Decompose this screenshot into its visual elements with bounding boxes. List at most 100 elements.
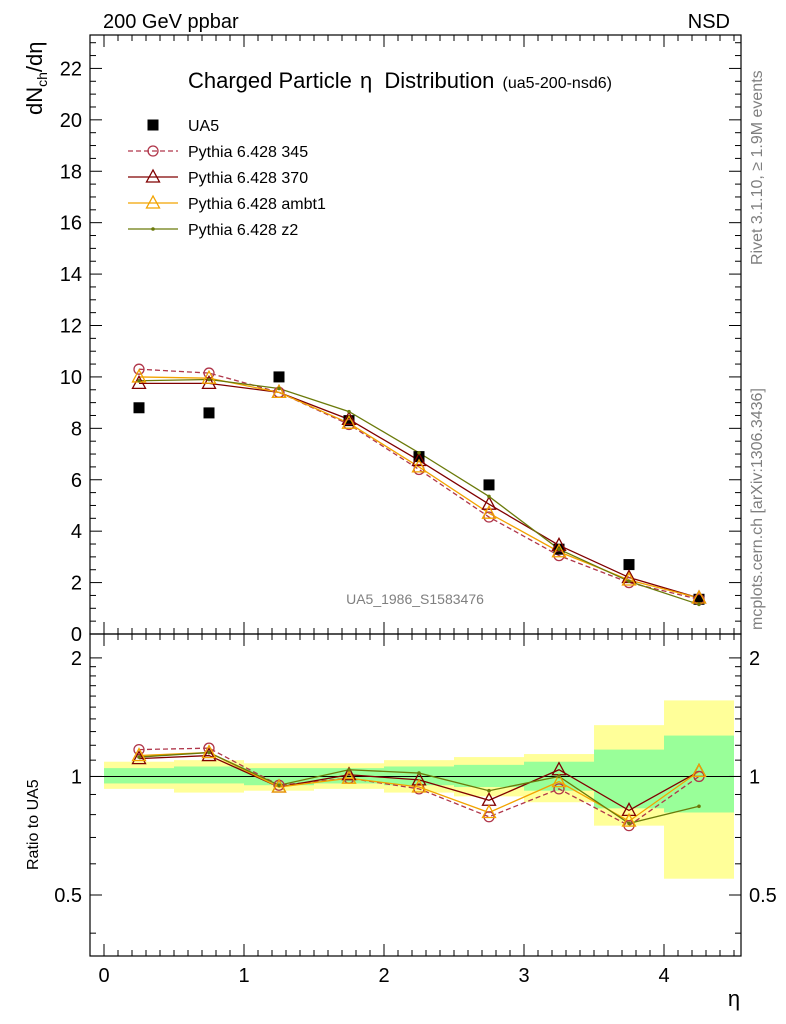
ratio-point-pythia-6-428-z2-5 — [487, 788, 491, 793]
ratio-point-pythia-6-428-ambt1-2 — [271, 778, 287, 793]
data-point-ua5-2 — [273, 371, 285, 383]
x-axis-label: η — [728, 986, 740, 1011]
data-point-pythia-6-428-z2-7 — [627, 579, 631, 584]
data-point-ua5-8 — [693, 593, 705, 605]
ratio-point-pythia-6-428-370-3 — [341, 766, 357, 781]
ratio-point-pythia-6-428-ambt1-4 — [411, 778, 427, 793]
series-line-pythia-6-428-370 — [139, 382, 700, 599]
data-point-pythia-6-428-370-4 — [411, 452, 427, 467]
ratio-axes: 0.5 0.5 1 1 2 2 0 1 2 3 4 — [54, 634, 777, 987]
ratio-series-markers — [131, 742, 707, 832]
legend-label-pythia-6-428-z2: Pythia 6.428 z2 — [188, 222, 298, 239]
ratio-point-pythia-6-428-345-5 — [483, 811, 495, 823]
ratio-point-pythia-6-428-z2-3 — [347, 767, 351, 772]
ratio-point-pythia-6-428-345-6 — [553, 783, 565, 795]
ratio-plot-frame — [89, 633, 742, 957]
x-tick-label: 3 — [518, 965, 529, 987]
y-axis-label-main: dNch/dη — [22, 41, 50, 115]
series-line-pythia-6-428-ambt1 — [138, 376, 700, 599]
y-tick-label: 0 — [71, 624, 82, 646]
data-point-pythia-6-428-ambt1-6 — [551, 543, 567, 558]
data-point-ua5-4 — [413, 451, 425, 463]
ratio-point-pythia-6-428-z2-4 — [417, 771, 421, 775]
ratio-point-pythia-6-428-370-4 — [411, 771, 427, 786]
main-axes: 0 2 4 6 8 10 12 14 16 18 20 22 — [60, 35, 741, 646]
y-tick-label: 10 — [60, 367, 82, 389]
legend: UA5 Pythia 6.428 345 Pythia 6.428 370 Pythi… — [128, 118, 326, 239]
data-point-pythia-6-428-ambt1-7 — [621, 571, 637, 586]
ratio-point-pythia-6-428-370-0 — [131, 750, 147, 765]
y-tick-label: 14 — [60, 264, 82, 286]
ratio-y-tick-label: 2 — [71, 648, 82, 670]
y-tick-label: 2 — [71, 573, 82, 595]
header-right: NSD — [688, 11, 730, 33]
ratio-point-pythia-6-428-ambt1-0 — [131, 747, 147, 762]
y-tick-label: 18 — [60, 161, 82, 183]
ratio-y-tick-label: 1 — [71, 766, 82, 788]
watermark-label: UA5_1986_S1583476 — [346, 591, 484, 607]
ratio-point-pythia-6-428-ambt1-8 — [691, 763, 707, 778]
data-point-pythia-6-428-z2-4 — [417, 450, 421, 455]
main-series-markers — [131, 363, 707, 607]
chart-title-symbol: η — [360, 68, 372, 93]
y-tick-label: 22 — [60, 58, 82, 80]
x-tick-label: 4 — [658, 965, 669, 987]
y-tick-label: 4 — [71, 521, 82, 543]
data-point-ua5-3 — [343, 415, 355, 427]
ratio-point-pythia-6-428-ambt1-7 — [621, 812, 637, 827]
chart-title-main: Charged Particle — [188, 68, 352, 93]
main-series-lines — [138, 368, 700, 606]
side-text-top: Rivet 3.1.10, ≥ 1.9M events — [749, 70, 766, 265]
chart-subtitle: (ua5-200-nsd6) — [503, 75, 612, 92]
data-point-pythia-6-428-370-3 — [341, 410, 357, 425]
ratio-y-tick-label: 0.5 — [54, 885, 82, 907]
data-point-pythia-6-428-ambt1-5 — [481, 504, 497, 519]
data-point-ua5-0 — [133, 402, 145, 414]
ratio-point-pythia-6-428-z2-7 — [627, 821, 631, 826]
data-point-pythia-6-428-z2-0 — [137, 378, 141, 383]
data-point-ua5-7 — [623, 559, 635, 571]
inner-uncertainty-band — [384, 766, 454, 786]
ratio-point-pythia-6-428-z2-6 — [557, 774, 561, 779]
data-point-pythia-6-428-345-0 — [133, 363, 145, 375]
ratio-line-pythia-6-428-345 — [138, 747, 700, 827]
data-point-pythia-6-428-z2-6 — [557, 547, 561, 551]
data-point-pythia-6-428-370-5 — [481, 495, 497, 510]
ratio-y-tick-label-right: 2 — [749, 648, 760, 670]
data-point-pythia-6-428-ambt1-1 — [201, 369, 217, 384]
legend-label-pythia-6-428-345: Pythia 6.428 345 — [188, 144, 308, 161]
main-plot-panel: 0 2 4 6 8 10 12 14 16 18 20 22 Charged Particle η D… — [22, 34, 742, 646]
x-tick-label: 0 — [98, 965, 109, 987]
side-text-bottom: mcplots.cern.ch [arXiv:1306.3436] — [749, 388, 766, 630]
legend-marker-pythia-6-428-370 — [145, 168, 161, 183]
legend-label-pythia-6-428-370: Pythia 6.428 370 — [188, 170, 308, 187]
y-tick-label: 6 — [71, 470, 82, 492]
ratio-plot-panel: 0.5 0.5 1 1 2 2 0 1 2 3 4 Ratio to UA5 η — [25, 633, 777, 1011]
ratio-point-pythia-6-428-ambt1-1 — [201, 744, 217, 759]
ratio-point-pythia-6-428-ambt1-5 — [481, 804, 497, 819]
ratio-point-pythia-6-428-345-0 — [133, 743, 145, 756]
data-point-pythia-6-428-ambt1-4 — [411, 458, 427, 473]
data-point-pythia-6-428-z2-5 — [487, 494, 491, 499]
y-axis-label-ratio: Ratio to UA5 — [25, 779, 42, 870]
legend-marker-pythia-6-428-ambt1 — [145, 194, 161, 209]
y-tick-label: 8 — [71, 418, 82, 440]
ratio-point-pythia-6-428-z2-8 — [697, 804, 701, 809]
legend-label-pythia-6-428-ambt1: Pythia 6.428 ambt1 — [188, 196, 326, 213]
legend-marker-pythia-6-428-345 — [147, 145, 159, 157]
header-left: 200 GeV ppbar — [103, 11, 239, 33]
series-line-pythia-6-428-345 — [138, 368, 700, 600]
data-point-pythia-6-428-370-1 — [201, 374, 217, 389]
ratio-y-tick-label-right: 0.5 — [749, 885, 777, 907]
legend-marker-ua5 — [147, 119, 159, 131]
ratio-point-pythia-6-428-z2-2 — [277, 783, 281, 788]
ratio-point-pythia-6-428-ambt1-6 — [551, 773, 567, 788]
data-point-pythia-6-428-z2-8 — [697, 602, 701, 607]
legend-marker-pythia-6-428-z2 — [151, 227, 155, 231]
inner-uncertainty-band — [594, 749, 664, 809]
x-tick-label: 2 — [378, 965, 389, 987]
ratio-point-pythia-6-428-z2-1 — [207, 750, 211, 755]
x-tick-label: 1 — [238, 965, 249, 987]
y-tick-label: 16 — [60, 213, 82, 235]
